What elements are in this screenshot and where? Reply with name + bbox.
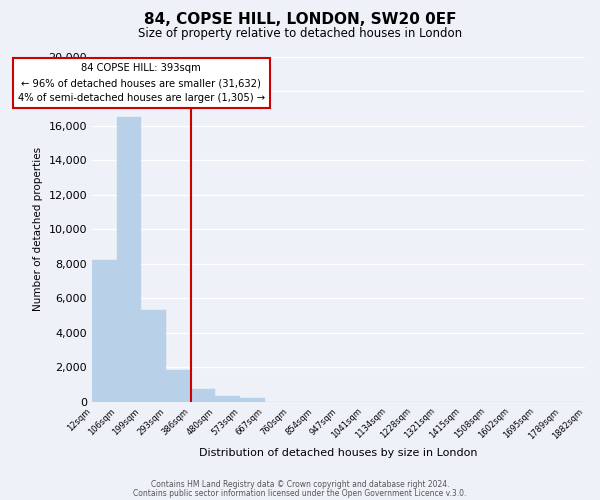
- Bar: [142, 310, 166, 402]
- Bar: [191, 388, 215, 402]
- Text: Contains HM Land Registry data © Crown copyright and database right 2024.: Contains HM Land Registry data © Crown c…: [151, 480, 449, 489]
- Text: Contains public sector information licensed under the Open Government Licence v.: Contains public sector information licen…: [133, 488, 467, 498]
- Bar: [240, 398, 265, 402]
- Bar: [215, 396, 240, 402]
- Bar: [117, 117, 142, 402]
- Y-axis label: Number of detached properties: Number of detached properties: [33, 147, 43, 311]
- Text: Size of property relative to detached houses in London: Size of property relative to detached ho…: [138, 28, 462, 40]
- Text: 84 COPSE HILL: 393sqm
← 96% of detached houses are smaller (31,632)
4% of semi-d: 84 COPSE HILL: 393sqm ← 96% of detached …: [18, 64, 265, 103]
- Text: 84, COPSE HILL, LONDON, SW20 0EF: 84, COPSE HILL, LONDON, SW20 0EF: [144, 12, 456, 28]
- Bar: [166, 370, 191, 402]
- Bar: [92, 260, 117, 402]
- X-axis label: Distribution of detached houses by size in London: Distribution of detached houses by size …: [199, 448, 478, 458]
